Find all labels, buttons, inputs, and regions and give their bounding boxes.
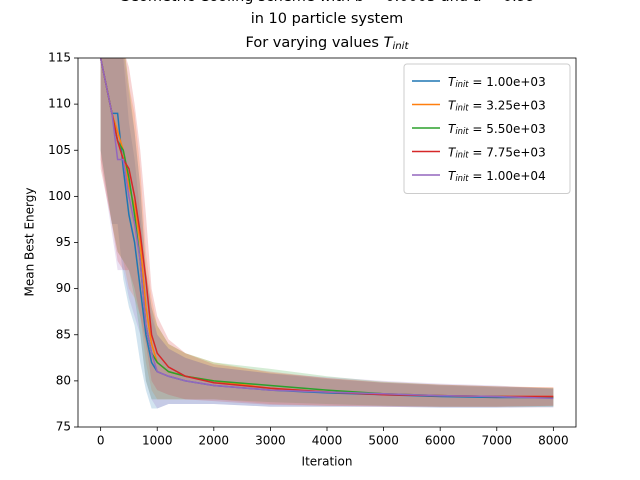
- spread-band: [100, 58, 554, 409]
- legend-label: Tinit = 3.25e+03: [448, 98, 546, 112]
- data-line: [99, 58, 554, 400]
- y-tick-label: 115: [48, 51, 71, 65]
- x-tick-label: 8000: [538, 434, 569, 448]
- legend-box: [403, 63, 571, 194]
- x-tick-label: 3000: [255, 434, 286, 448]
- y-axis-label: Mean Best Energy: [23, 188, 37, 297]
- x-tick-label: 1000: [142, 434, 173, 448]
- legend-label: Tinit = 5.50e+03: [448, 122, 546, 136]
- spread-band: [100, 58, 554, 407]
- legend-label: Tinit = 1.00e+04: [448, 169, 546, 183]
- x-tick-label: 6000: [425, 434, 456, 448]
- plot-area: [99, 58, 554, 409]
- spread-band: [100, 58, 554, 409]
- legend-label: Tinit = 1.00e+03: [448, 75, 546, 89]
- y-tick-label: 85: [56, 327, 71, 341]
- legend-label: Tinit = 7.75e+03: [448, 145, 546, 159]
- x-tick-label: 0: [97, 434, 105, 448]
- chart-title: For varying values Tinit: [246, 35, 410, 52]
- chart-title: in 10 particle system: [251, 11, 404, 27]
- x-tick-label: 2000: [199, 434, 230, 448]
- chart-title: Geometric Cooling scheme with b = 0.0005…: [119, 0, 535, 5]
- y-tick-label: 110: [48, 97, 71, 111]
- y-tick-label: 105: [48, 143, 71, 157]
- y-tick-label: 100: [48, 189, 71, 203]
- x-tick-label: 5000: [368, 434, 399, 448]
- y-tick-label: 80: [56, 373, 71, 387]
- y-tick-label: 95: [56, 235, 71, 249]
- x-tick-label: 4000: [312, 434, 343, 448]
- x-tick-label: 7000: [481, 434, 512, 448]
- y-tick-label: 75: [56, 420, 71, 434]
- y-tick-label: 90: [56, 281, 71, 295]
- x-axis-label: Iteration: [302, 455, 353, 469]
